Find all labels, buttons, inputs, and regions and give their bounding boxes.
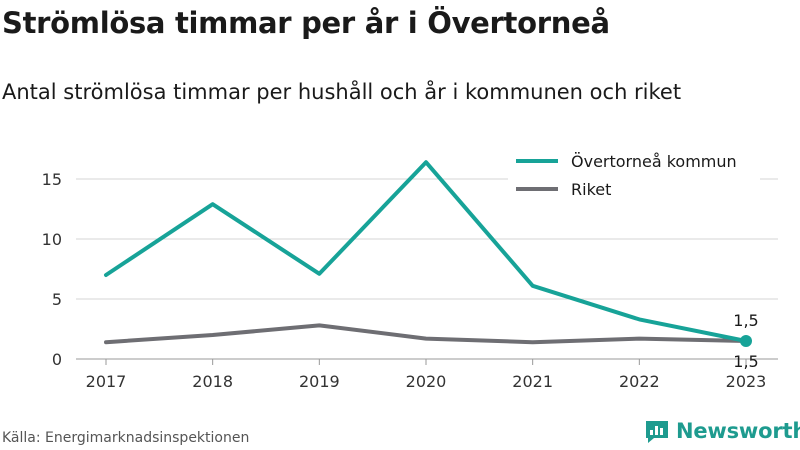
x-tick-label: 2023 xyxy=(726,372,767,391)
y-tick-label: 15 xyxy=(42,170,62,189)
y-tick-label: 0 xyxy=(52,350,62,369)
x-tick-label: 2020 xyxy=(406,372,447,391)
y-tick-label: 10 xyxy=(42,230,62,249)
legend-label: Övertorneå kommun xyxy=(571,152,737,171)
x-tick-label: 2019 xyxy=(299,372,340,391)
x-tick-label: 2018 xyxy=(192,372,233,391)
brand-logo: Newsworthy xyxy=(644,418,800,444)
legend-background xyxy=(508,145,760,205)
legend-label: Riket xyxy=(571,180,611,199)
series-end-point xyxy=(740,335,752,347)
data-label: 1,5 xyxy=(733,311,758,330)
brand-name: Newsworthy xyxy=(676,419,800,443)
chart-title: Strömlösa timmar per år i Övertorneå xyxy=(2,6,610,40)
chart-subtitle: Antal strömlösa timmar per hushåll och å… xyxy=(2,80,682,104)
data-label: 1,5 xyxy=(733,352,758,371)
series-line-overtornea xyxy=(104,160,748,343)
x-tick-label: 2022 xyxy=(619,372,660,391)
x-tick-label: 2021 xyxy=(512,372,553,391)
source-note: Källa: Energimarknadsinspektionen xyxy=(2,430,250,446)
y-tick-label: 5 xyxy=(52,290,62,309)
newsworthy-logo-icon xyxy=(646,421,668,443)
x-tick-label: 2017 xyxy=(86,372,127,391)
series-line-riket xyxy=(104,323,748,345)
